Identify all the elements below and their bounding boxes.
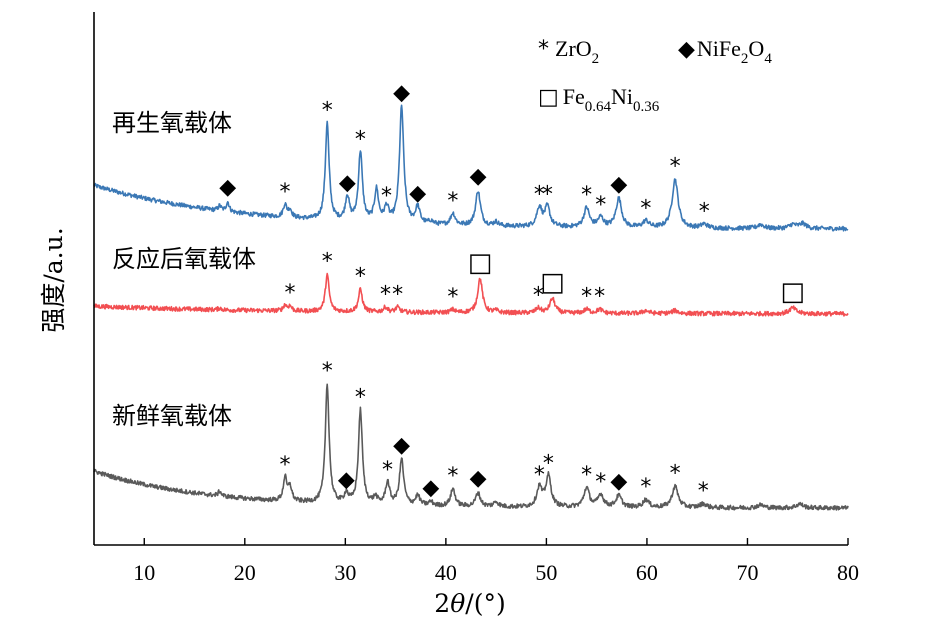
series-line [93, 383, 849, 511]
plot-area [93, 104, 849, 511]
peak-marker: * [543, 451, 554, 476]
x-tick-label: 80 [837, 560, 859, 585]
peak-marker: * [670, 155, 681, 180]
peak-marker: * [382, 458, 393, 483]
legend: * ZrO2 ◆NiFe2O4 □ Fe0.64Ni0.36 [538, 36, 772, 115]
legend-sub-nife: 2 [741, 51, 749, 67]
legend-sub-ni: 0.36 [633, 99, 660, 115]
x-tick-label: 40 [435, 560, 457, 585]
peak-marker: ◆ [470, 466, 487, 491]
peak-markers: ◆ **◆**◆◆ *◆** * *◆******* * *□*□ * * □**◆**◆◆ * ◆ *… [219, 80, 805, 503]
peak-marker: ◆ [219, 175, 236, 200]
series-label: 反应后氧载体 [112, 245, 256, 273]
legend-label-fe: Fe [563, 84, 585, 109]
peak-marker: ◆ [393, 433, 410, 458]
legend-entry-zro2: * ZrO2 [538, 36, 599, 67]
legend-label-o: O [748, 36, 764, 61]
x-axis-ticks: 10 20 30 40 50 60 70 80 [133, 538, 859, 585]
x-tick-label: 50 [535, 560, 557, 585]
legend-sub-fe: 0.64 [585, 99, 612, 115]
peak-marker: * [581, 183, 592, 208]
peak-marker: □ [780, 277, 805, 307]
peak-marker: * [699, 199, 710, 224]
x-axis-title: 2θ/(°) [434, 589, 505, 618]
peak-marker: * [581, 284, 592, 309]
peak-marker: □ [468, 248, 493, 278]
legend-sub-zro2: 2 [592, 51, 600, 67]
legend-label-zro2: ZrO [555, 36, 592, 61]
legend-entry-feni: □ Fe0.64Ni0.36 [538, 84, 660, 115]
peak-marker: * [640, 196, 651, 221]
legend-sub-o: 4 [764, 51, 772, 67]
peak-marker: ◆ [610, 469, 627, 494]
series-label: 新鲜氧载体 [112, 402, 232, 430]
y-axis-title: 强度/a.u. [39, 227, 68, 332]
series-label: 再生氧载体 [112, 109, 232, 137]
legend-symbol-zro2: * [538, 37, 549, 62]
peak-marker: * [447, 189, 458, 214]
legend-symbol-nife2o4: ◆ [678, 37, 695, 62]
peak-marker: * [640, 475, 651, 500]
x-axis-title-suffix: /(°) [465, 589, 505, 618]
peak-marker: * [595, 193, 606, 218]
peak-marker: * [542, 183, 553, 208]
series-line [93, 272, 849, 317]
peak-marker: * [381, 184, 392, 209]
legend-label-nife: NiFe [697, 36, 741, 61]
x-tick-label: 70 [736, 560, 758, 585]
peak-marker: □ [540, 268, 565, 298]
series-line [93, 104, 849, 232]
peak-marker: * [581, 463, 592, 488]
peak-marker: * [447, 464, 458, 489]
peak-marker: * [534, 463, 545, 488]
peak-marker: * [322, 359, 333, 384]
peak-marker: ◆ [422, 475, 439, 500]
peak-marker: * [322, 250, 333, 275]
legend-symbol-feni: □ [538, 85, 559, 110]
peak-marker: * [355, 127, 366, 152]
x-tick-label: 10 [133, 560, 155, 585]
peak-marker: * [355, 265, 366, 290]
peak-marker: * [670, 461, 681, 486]
peak-marker: ◆ [393, 80, 410, 105]
peak-marker: * [280, 453, 291, 478]
x-tick-label: 60 [636, 560, 658, 585]
peak-marker: ◆ [470, 164, 487, 189]
peak-marker: * [280, 180, 291, 205]
peak-marker: * [595, 470, 606, 495]
peak-marker: * [285, 281, 296, 306]
legend-entry-nife2o4: ◆NiFe2O4 [678, 36, 772, 67]
x-tick-label: 20 [234, 560, 256, 585]
x-axis-title-prefix: 2 [434, 589, 450, 618]
peak-marker: * [392, 282, 403, 307]
peak-marker: * [534, 183, 545, 208]
peak-marker: * [698, 479, 709, 504]
peak-marker: * [322, 98, 333, 123]
peak-marker: ◆ [610, 172, 627, 197]
peak-marker: * [355, 386, 366, 411]
peak-marker: * [447, 285, 458, 310]
x-tick-label: 30 [334, 560, 356, 585]
peak-marker: * [380, 282, 391, 307]
legend-label-ni: Ni [611, 84, 633, 109]
peak-marker: ◆ [339, 170, 356, 195]
peak-marker: * [533, 283, 544, 308]
peak-marker: ◆ [409, 181, 426, 206]
x-axis-title-var: θ [450, 589, 465, 618]
peak-marker: * [594, 284, 605, 309]
peak-marker: ◆ [338, 467, 355, 492]
